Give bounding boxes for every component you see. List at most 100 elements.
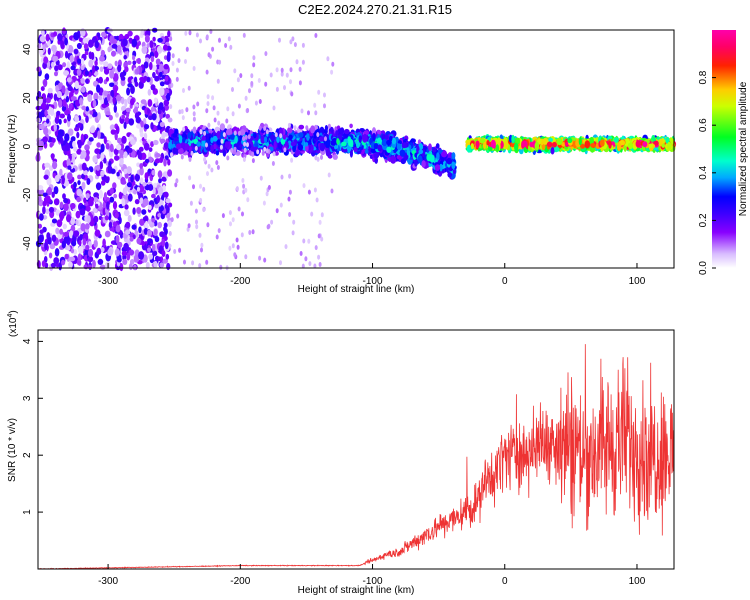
heatmap-cell — [95, 182, 102, 191]
heatmap-cell — [161, 250, 166, 257]
heatmap-cell — [167, 220, 172, 228]
heatmap-cell — [432, 147, 437, 153]
heatmap-cell — [77, 174, 82, 180]
heatmap-cell — [148, 253, 154, 260]
heatmap-cell — [206, 94, 210, 100]
heatmap-cell — [325, 148, 331, 157]
heatmap-cell — [578, 137, 582, 146]
heatmap-cell — [386, 146, 392, 153]
heatmap-cell — [52, 55, 59, 62]
heatmap-cell — [63, 231, 69, 237]
heatmap-cell — [42, 200, 47, 207]
heatmap-cell — [42, 136, 48, 143]
heatmap-cell — [235, 237, 239, 243]
heatmap-cell — [104, 176, 110, 184]
heatmap-cell — [116, 44, 122, 54]
heatmap-cell — [236, 77, 240, 83]
heatmap-cell — [224, 141, 230, 148]
heatmap-cell — [43, 127, 49, 136]
heatmap-cell — [67, 113, 71, 122]
heatmap-cell — [49, 243, 56, 250]
heatmap-cell — [584, 140, 591, 149]
heatmap-cell — [134, 199, 140, 205]
heatmap-cell — [55, 209, 61, 216]
heatmap-cell — [233, 130, 237, 136]
heatmap-cell — [318, 262, 322, 267]
heatmap-cell — [54, 65, 59, 72]
heatmap-cell — [254, 100, 258, 106]
heatmap-cell — [112, 96, 116, 105]
heatmap-cell — [163, 88, 170, 95]
heatmap-cell — [147, 89, 152, 96]
heatmap-cell — [302, 183, 306, 189]
heatmap-cell — [50, 262, 57, 268]
heatmap-cell — [139, 167, 144, 176]
heatmap-cell — [47, 186, 52, 196]
heatmap-cell — [426, 154, 432, 162]
heatmap-cell — [253, 132, 257, 139]
heatmap-cell — [234, 135, 238, 144]
heatmap-cell — [298, 66, 302, 72]
heatmap-cell — [316, 132, 320, 138]
heatmap-cell — [88, 59, 94, 68]
heatmap-cell — [213, 117, 217, 123]
heatmap-cell — [100, 170, 105, 177]
heatmap-cell — [145, 185, 150, 191]
heatmap-cell — [151, 193, 156, 199]
heatmap-cell — [267, 185, 271, 190]
heatmap-cell — [55, 84, 59, 93]
heatmap-cell — [421, 160, 426, 168]
heatmap-cell — [301, 59, 305, 65]
heatmap-cell — [107, 165, 111, 172]
heatmap-cell — [240, 232, 244, 238]
heatmap-cell — [285, 72, 289, 78]
heatmap-cell — [127, 193, 133, 202]
heatmap-cell — [59, 168, 63, 176]
heatmap-cell — [154, 75, 160, 82]
heatmap-cell — [147, 108, 151, 114]
heatmap-cell — [244, 187, 248, 193]
heatmap-cell — [319, 142, 325, 152]
heatmap-cell — [146, 229, 153, 237]
heatmap-cell — [318, 136, 325, 142]
heatmap-cell — [300, 108, 304, 114]
heatmap-cell — [166, 54, 171, 62]
heatmap-cell — [371, 127, 377, 136]
heatmap-cell — [77, 122, 82, 128]
heatmap-cell — [80, 78, 85, 84]
heatmap-cell — [114, 155, 120, 161]
heatmap-cell — [45, 103, 50, 110]
heatmap-cell — [200, 140, 207, 147]
heatmap-cell — [67, 85, 73, 92]
heatmap-cell — [122, 110, 128, 116]
heatmap-cell — [109, 70, 115, 79]
heatmap-cell — [126, 87, 131, 96]
heatmap-cell — [373, 153, 379, 159]
heatmap-cell — [77, 140, 82, 149]
heatmap-cell — [307, 238, 311, 244]
heatmap-cell — [665, 136, 670, 144]
heatmap-cell — [40, 86, 45, 92]
heatmap-cell — [251, 158, 255, 164]
heatmap-cell — [362, 133, 368, 143]
heatmap-cell — [504, 140, 509, 150]
heatmap-cell — [106, 93, 111, 102]
heatmap-cell — [93, 111, 98, 117]
heatmap-cell — [80, 223, 86, 232]
heatmap-cell — [85, 244, 90, 251]
heatmap-cell — [42, 206, 46, 215]
heatmap-cell — [263, 257, 267, 263]
heatmap-cell — [290, 91, 294, 97]
heatmap-cell — [194, 208, 198, 214]
heatmap-cell — [317, 254, 321, 260]
heatmap-cell — [124, 98, 128, 108]
heatmap-cell — [46, 118, 50, 124]
heatmap-cell — [62, 27, 66, 35]
heatmap-cell — [310, 211, 314, 217]
heatmap-cell — [128, 249, 135, 256]
heatmap-cell — [153, 97, 158, 103]
heatmap-cell — [87, 93, 93, 103]
heatmap-cell — [210, 167, 214, 173]
heatmap-cell — [150, 84, 156, 91]
